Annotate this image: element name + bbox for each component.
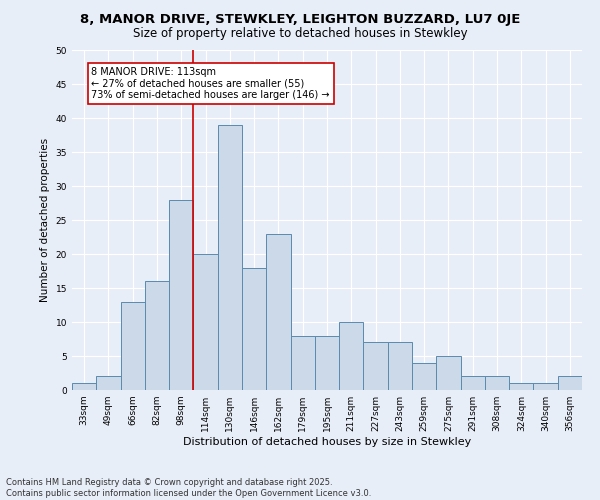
- Bar: [558, 376, 582, 390]
- Y-axis label: Number of detached properties: Number of detached properties: [40, 138, 50, 302]
- Bar: [242, 268, 266, 390]
- Bar: [364, 342, 388, 390]
- Bar: [412, 363, 436, 390]
- Bar: [533, 383, 558, 390]
- Bar: [339, 322, 364, 390]
- Bar: [121, 302, 145, 390]
- Bar: [218, 125, 242, 390]
- Bar: [461, 376, 485, 390]
- Bar: [290, 336, 315, 390]
- Bar: [436, 356, 461, 390]
- Bar: [145, 281, 169, 390]
- Text: Contains HM Land Registry data © Crown copyright and database right 2025.
Contai: Contains HM Land Registry data © Crown c…: [6, 478, 371, 498]
- Bar: [485, 376, 509, 390]
- Text: Size of property relative to detached houses in Stewkley: Size of property relative to detached ho…: [133, 28, 467, 40]
- Bar: [96, 376, 121, 390]
- Bar: [193, 254, 218, 390]
- Bar: [315, 336, 339, 390]
- Bar: [72, 383, 96, 390]
- X-axis label: Distribution of detached houses by size in Stewkley: Distribution of detached houses by size …: [183, 437, 471, 447]
- Bar: [266, 234, 290, 390]
- Bar: [509, 383, 533, 390]
- Text: 8, MANOR DRIVE, STEWKLEY, LEIGHTON BUZZARD, LU7 0JE: 8, MANOR DRIVE, STEWKLEY, LEIGHTON BUZZA…: [80, 12, 520, 26]
- Text: 8 MANOR DRIVE: 113sqm
← 27% of detached houses are smaller (55)
73% of semi-deta: 8 MANOR DRIVE: 113sqm ← 27% of detached …: [91, 67, 330, 100]
- Bar: [388, 342, 412, 390]
- Bar: [169, 200, 193, 390]
